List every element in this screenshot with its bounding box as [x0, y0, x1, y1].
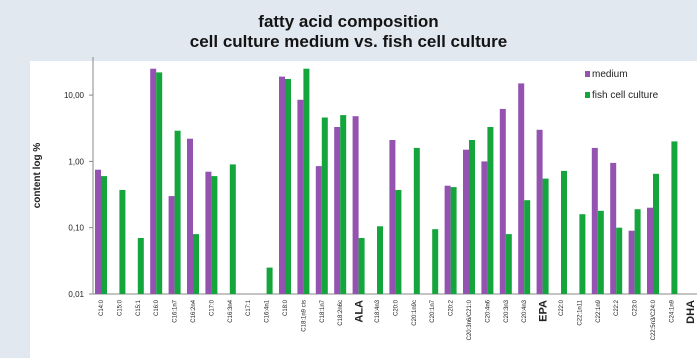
bar-fish-cell-culture	[524, 200, 531, 294]
x-tick-label: C20:2	[449, 299, 455, 316]
x-tick-label: C20:3n6/C21:0	[467, 299, 473, 340]
x-tick-label: C14:0	[99, 299, 105, 316]
x-tick-label: C18:1n9 cis	[301, 300, 307, 332]
x-tick-label: C22:0	[559, 299, 565, 316]
legend-label: medium	[592, 69, 628, 80]
bar-fish-cell-culture	[377, 226, 383, 294]
bar-fish-cell-culture	[450, 187, 457, 294]
x-tick-label: C16:2n4	[191, 299, 197, 322]
bar-fish-cell-culture	[266, 267, 273, 294]
x-tick-label: DHA	[685, 300, 697, 324]
x-tick-label: C20:3n3	[504, 299, 510, 322]
bar-fish-cell-culture	[285, 79, 291, 294]
bar-fish-cell-culture	[229, 164, 236, 294]
y-tick-label: 0,01	[68, 290, 84, 299]
bar-fish-cell-culture	[303, 68, 310, 294]
bar-fish-cell-culture	[119, 190, 126, 294]
bar-medium	[334, 127, 341, 294]
chart-title-line-2: cell culture medium vs. fish cell cultur…	[189, 32, 508, 51]
bar-fish-cell-culture	[395, 190, 402, 294]
x-tick-label: C15:0	[117, 299, 123, 316]
x-tick-label: C23:0	[633, 299, 639, 316]
bar-medium	[389, 140, 396, 294]
bar-fish-cell-culture	[542, 178, 549, 294]
x-tick-label: C18:1n7	[320, 299, 326, 322]
bar-medium	[481, 161, 488, 294]
x-tick-label: C22:1n11	[577, 299, 583, 325]
bar-fish-cell-culture	[137, 238, 144, 294]
x-tick-label: ALA	[354, 300, 366, 323]
bar-fish-cell-culture	[156, 72, 163, 295]
x-tick-label: C20:1n7	[430, 299, 436, 322]
bar-fish-cell-culture	[432, 229, 439, 294]
bar-fish-cell-culture	[358, 238, 365, 294]
bar-fish-cell-culture	[634, 209, 641, 294]
bar-fish-cell-culture	[321, 117, 328, 294]
bar-fish-cell-culture	[653, 173, 659, 294]
x-tick-label: C18:0	[283, 299, 289, 316]
bar-medium	[279, 76, 285, 294]
legend-swatch	[585, 92, 590, 98]
y-tick-label: 1,00	[68, 157, 84, 166]
x-tick-label: C20:0	[393, 299, 399, 316]
bar-fish-cell-culture	[413, 147, 420, 294]
x-tick-label: EPA	[538, 300, 550, 322]
bar-medium	[297, 99, 304, 294]
bar-fish-cell-culture	[174, 130, 181, 294]
x-tick-label: C20:1n9c	[412, 300, 418, 326]
x-tick-label: C20:4n6	[485, 299, 491, 322]
x-tick-label: C22:5n3/C24:0	[651, 299, 657, 340]
bar-fish-cell-culture	[340, 115, 347, 294]
legend-label: fish cell culture	[592, 90, 659, 101]
y-tick-label: 0,10	[68, 224, 84, 233]
bar-fish-cell-culture	[211, 176, 218, 294]
y-tick-label: 10,00	[64, 91, 85, 100]
x-tick-label: C18:4n3	[375, 299, 381, 322]
x-tick-label: C16:0	[154, 299, 160, 316]
bar-fish-cell-culture	[469, 140, 475, 294]
bar-fish-cell-culture	[579, 214, 586, 294]
x-tick-label: C22:1n9	[596, 299, 602, 322]
bar-fish-cell-culture	[487, 127, 494, 294]
bar-medium	[168, 196, 175, 294]
x-tick-label: C17:0	[209, 299, 215, 316]
x-tick-label: C20:4n3	[522, 299, 528, 322]
y-axis-label: content log %	[32, 143, 43, 209]
bar-medium	[518, 83, 525, 295]
bar-fish-cell-culture	[561, 170, 567, 294]
bar-medium	[536, 129, 543, 294]
chart-title-line-1: fatty acid composition	[258, 12, 439, 31]
bar-fish-cell-culture	[193, 234, 199, 294]
x-tick-label: C22:2	[614, 299, 620, 316]
bar-medium	[95, 169, 101, 294]
bar-medium	[628, 230, 635, 294]
bar-medium	[315, 166, 322, 294]
x-tick-label: C17:1	[246, 299, 252, 316]
bar-medium	[591, 147, 598, 294]
bar-medium	[610, 162, 617, 294]
plot-panel	[30, 61, 697, 358]
x-tick-label: C18:2n6c	[338, 300, 344, 326]
bar-medium	[187, 138, 193, 294]
bar-medium	[647, 207, 653, 294]
bar-medium	[463, 149, 469, 294]
bar-fish-cell-culture	[101, 176, 107, 294]
bar-fish-cell-culture	[671, 141, 678, 294]
x-tick-label: C24:1n9	[669, 299, 675, 322]
x-tick-label: C16:4n1	[265, 299, 271, 322]
bar-fish-cell-culture	[616, 227, 623, 294]
x-tick-label: C16:1n7	[173, 299, 179, 322]
bar-medium	[444, 185, 451, 294]
legend-swatch	[585, 71, 590, 77]
bar-fish-cell-culture	[597, 210, 604, 294]
bar-medium	[499, 108, 506, 295]
bar-medium	[205, 171, 212, 294]
bar-medium	[150, 68, 157, 294]
bar-medium	[352, 116, 359, 294]
bar-fish-cell-culture	[505, 234, 512, 294]
x-tick-label: C16:3n4	[228, 299, 234, 322]
x-tick-label: C15:1	[136, 299, 142, 316]
